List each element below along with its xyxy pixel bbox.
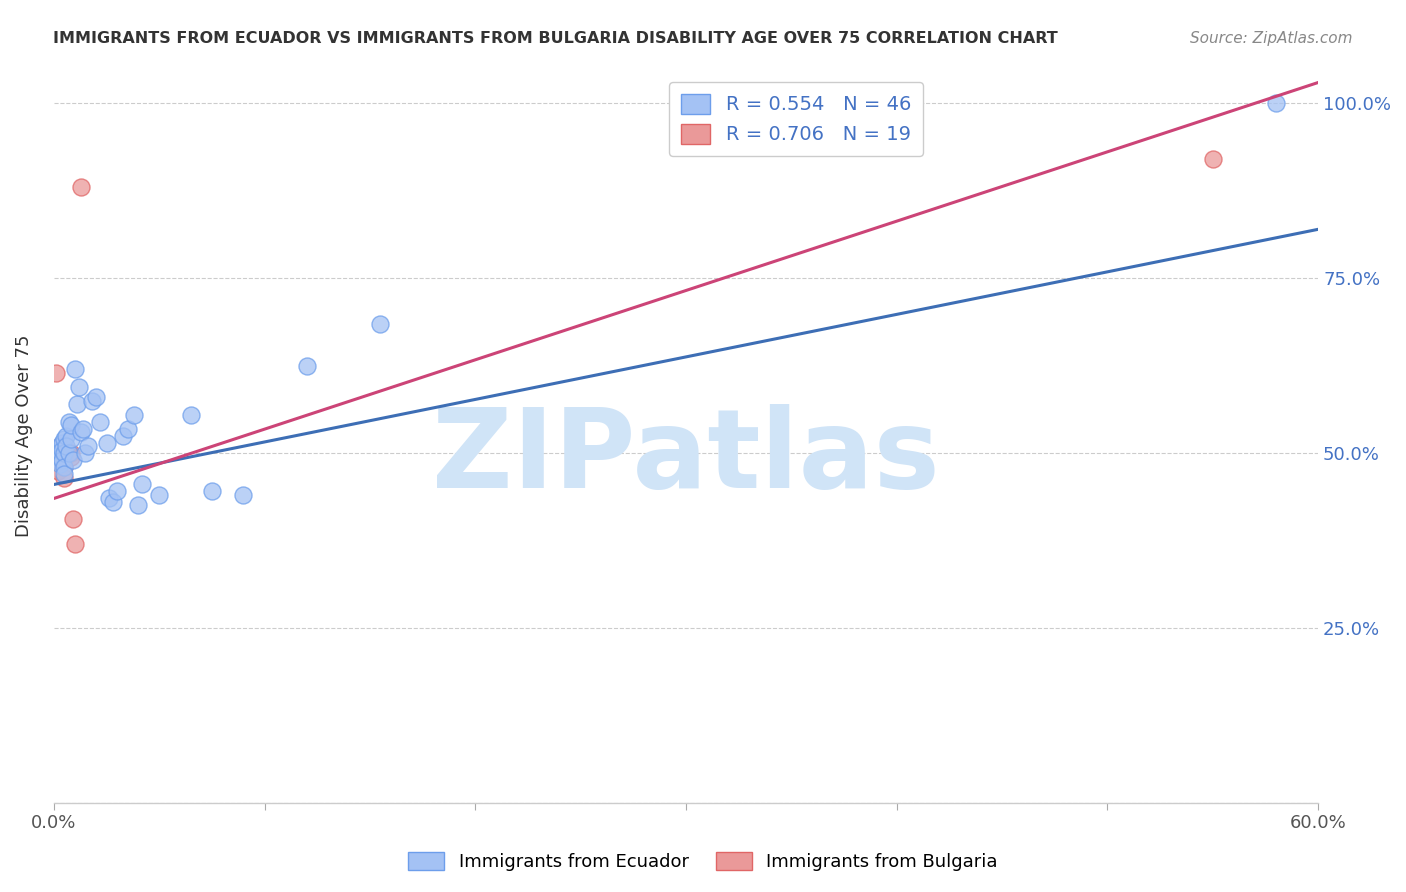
Point xyxy=(75,446,97,460)
Point xyxy=(1265,96,1288,111)
Point xyxy=(55,428,77,442)
Point xyxy=(45,366,67,380)
Point xyxy=(70,180,93,194)
Point xyxy=(117,421,139,435)
Point xyxy=(63,537,86,551)
Legend: R = 0.554   N = 46, R = 0.706   N = 19: R = 0.554 N = 46, R = 0.706 N = 19 xyxy=(669,82,922,156)
Point xyxy=(53,460,76,475)
Point xyxy=(53,446,76,460)
Text: Source: ZipAtlas.com: Source: ZipAtlas.com xyxy=(1189,31,1353,46)
Point xyxy=(59,432,82,446)
Point xyxy=(53,460,76,475)
Point xyxy=(51,453,73,467)
Point xyxy=(180,408,202,422)
Point xyxy=(1202,153,1225,167)
Point xyxy=(80,393,103,408)
Point xyxy=(45,453,67,467)
Point xyxy=(122,408,145,422)
Point xyxy=(67,379,90,393)
Point xyxy=(51,453,73,467)
Point xyxy=(45,446,67,460)
Point xyxy=(49,453,72,467)
Point xyxy=(46,442,69,457)
Point xyxy=(72,421,94,435)
Point xyxy=(58,446,80,460)
Point xyxy=(97,491,120,506)
Point xyxy=(201,484,224,499)
Point xyxy=(62,512,84,526)
Point xyxy=(51,442,73,457)
Point xyxy=(53,467,76,481)
Text: ZIPatlas: ZIPatlas xyxy=(432,404,939,511)
Point xyxy=(46,453,69,467)
Point xyxy=(89,415,111,429)
Point xyxy=(101,495,124,509)
Text: IMMIGRANTS FROM ECUADOR VS IMMIGRANTS FROM BULGARIA DISABILITY AGE OVER 75 CORRE: IMMIGRANTS FROM ECUADOR VS IMMIGRANTS FR… xyxy=(53,31,1059,46)
Point xyxy=(66,397,89,411)
Point xyxy=(49,446,72,460)
Point xyxy=(49,450,72,464)
Point xyxy=(51,435,73,450)
Point xyxy=(59,450,82,464)
Point xyxy=(58,446,80,460)
Point xyxy=(49,439,72,453)
Point xyxy=(55,439,77,453)
Point xyxy=(62,453,84,467)
Point xyxy=(70,425,93,439)
Point xyxy=(84,390,107,404)
Point xyxy=(51,442,73,457)
Point xyxy=(127,499,149,513)
Point xyxy=(131,477,153,491)
Point xyxy=(105,484,128,499)
Legend: Immigrants from Ecuador, Immigrants from Bulgaria: Immigrants from Ecuador, Immigrants from… xyxy=(401,845,1005,879)
Point xyxy=(55,442,77,457)
Point xyxy=(58,415,80,429)
Point xyxy=(46,463,69,477)
Point xyxy=(76,439,98,453)
Point xyxy=(49,439,72,453)
Y-axis label: Disability Age Over 75: Disability Age Over 75 xyxy=(15,334,32,537)
Point xyxy=(148,488,170,502)
Point xyxy=(53,470,76,484)
Point xyxy=(370,317,392,331)
Point xyxy=(96,435,118,450)
Point xyxy=(295,359,318,373)
Point xyxy=(59,446,82,460)
Point xyxy=(49,457,72,471)
Point xyxy=(112,428,135,442)
Point xyxy=(232,488,254,502)
Point xyxy=(63,362,86,376)
Point xyxy=(53,432,76,446)
Point xyxy=(59,418,82,433)
Point xyxy=(46,446,69,460)
